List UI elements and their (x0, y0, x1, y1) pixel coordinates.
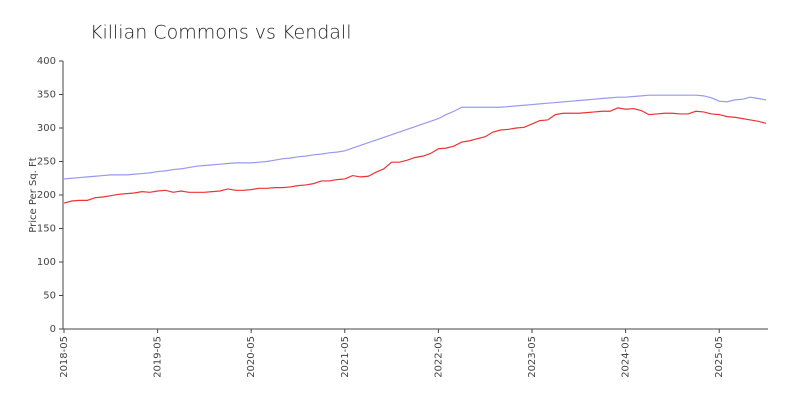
y-tick-label: 350 (37, 90, 56, 101)
y-axis-label: Price Per Sq. Ft (28, 157, 39, 232)
y-tick-label: 150 (37, 224, 56, 235)
y-tick-label: 50 (43, 291, 56, 302)
series-line (63, 94, 767, 180)
x-tick-label: 2025-05 (714, 336, 725, 378)
y-tick-label: 250 (37, 157, 56, 168)
x-tick-label: 2022-05 (433, 336, 444, 378)
x-tick-label: 2021-05 (340, 336, 351, 378)
x-tick-label: 2018-05 (59, 336, 70, 378)
x-tick-label: 2019-05 (153, 336, 164, 378)
y-tick-label: 400 (37, 56, 56, 67)
y-tick-label: 200 (37, 190, 56, 201)
y-tick-label: 300 (37, 123, 56, 134)
x-tick-label: 2020-05 (246, 336, 257, 378)
y-tick-label: 100 (37, 257, 56, 268)
x-tick-label: 2023-05 (527, 336, 538, 378)
y-tick-label: 0 (50, 324, 56, 335)
series-line (63, 107, 767, 204)
chart-title: Killian Commons vs Kendall (90, 22, 352, 44)
x-tick-label: 2024-05 (621, 336, 632, 378)
